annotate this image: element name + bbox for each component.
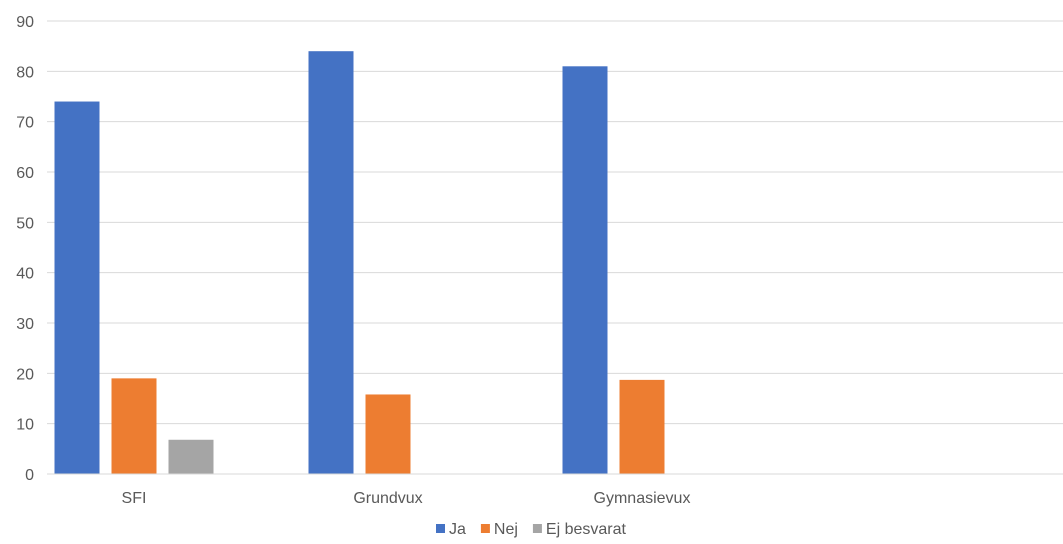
bar-ja	[308, 51, 354, 474]
legend-label: Ej besvarat	[546, 521, 627, 538]
legend-swatch	[532, 524, 542, 533]
x-tick-label: SFI	[122, 490, 147, 507]
y-tick-label: 60	[16, 165, 34, 182]
y-tick-label: 20	[16, 366, 34, 383]
legend-label: Nej	[494, 521, 518, 538]
y-tick-label: 80	[16, 64, 34, 81]
bar-nej	[365, 394, 411, 474]
y-tick-label: 90	[16, 14, 34, 31]
y-tick-label: 40	[16, 266, 34, 283]
y-tick-label: 50	[16, 215, 34, 232]
x-axis-ticks: SFI Grundvux Gymnasievux	[122, 490, 691, 507]
y-tick-label: 30	[16, 316, 34, 333]
legend: Ja Nej Ej besvarat	[436, 521, 627, 538]
legend-swatch	[480, 524, 490, 533]
bars	[54, 51, 665, 475]
y-tick-label: 70	[16, 115, 34, 132]
bar-ja	[562, 66, 608, 475]
y-axis-ticks: 0 10 20 30 40 50 60 70 80 90	[16, 14, 34, 484]
x-tick-label: Gymnasievux	[594, 490, 691, 507]
legend-label: Ja	[449, 521, 466, 538]
y-tick-label: 0	[25, 467, 34, 484]
x-tick-label: Grundvux	[353, 490, 422, 507]
y-tick-label: 10	[16, 417, 34, 434]
bar-ja	[54, 101, 100, 475]
bar-nej	[619, 379, 665, 474]
legend-swatch	[436, 524, 445, 533]
gridlines	[47, 20, 1063, 425]
bar-ej-besvarat	[168, 439, 214, 474]
bar-nej	[111, 378, 157, 474]
